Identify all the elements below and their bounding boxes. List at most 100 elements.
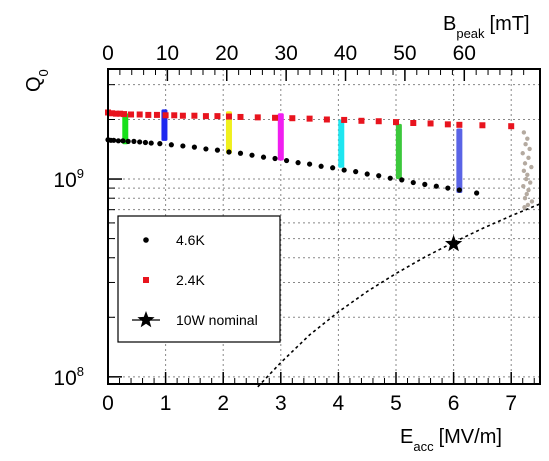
point-4-6k [433, 183, 439, 189]
point-4-6k [307, 161, 313, 167]
y-tick-exponent: 8 [77, 364, 84, 379]
grey-point [521, 130, 527, 135]
nominal-loss-curve [257, 203, 541, 388]
grey-point [520, 151, 525, 156]
point-2-4k [254, 114, 261, 121]
point-2-4k [272, 114, 279, 121]
grey-point [522, 161, 528, 166]
point-2-4k [162, 112, 169, 119]
point-2-4k [427, 120, 434, 127]
point-4-6k [142, 139, 149, 146]
measurement-band [122, 113, 129, 145]
grey-point [522, 205, 527, 210]
grey-point [525, 136, 530, 141]
point-2-4k [323, 116, 330, 123]
y-tick-base: 10 [53, 367, 76, 390]
point-4-6k [272, 155, 278, 162]
point-4-6k [341, 167, 347, 173]
legend-marker-star [137, 311, 155, 328]
top-tick-label: 0 [102, 42, 114, 65]
y-tick-exponent: 9 [77, 166, 84, 181]
x-tick-label: 5 [390, 392, 402, 415]
point-4-6k [237, 150, 244, 156]
point-4-6k [120, 138, 126, 144]
point-2-4k [479, 122, 486, 129]
point-2-4k [393, 119, 399, 126]
measurement-band [225, 111, 232, 154]
vertical-bands-layer [122, 109, 463, 193]
point-4-6k [456, 187, 462, 193]
point-2-4k [456, 121, 463, 128]
point-2-4k [136, 111, 143, 118]
point-2-4k [225, 113, 232, 120]
grey-point [521, 168, 527, 174]
point-4-6k [115, 138, 121, 144]
point-4-6k [283, 157, 290, 164]
x-tick-label: 0 [102, 392, 114, 415]
point-2-4k [214, 113, 221, 120]
point-4-6k [445, 185, 451, 191]
grey-point [526, 187, 531, 193]
point-4-6k [137, 139, 143, 145]
point-10w-nominal [445, 234, 463, 252]
top-tick-label: 40 [334, 42, 357, 65]
point-4-6k [387, 175, 393, 181]
measurement-band [456, 128, 463, 193]
point-2-4k [191, 112, 198, 119]
point-2-4k [289, 115, 296, 122]
grey-point [527, 146, 532, 152]
point-2-4k [128, 111, 135, 118]
top-axis-title: Bpeak [mT] [443, 13, 530, 41]
point-2-4k [145, 111, 152, 118]
point-4-6k [318, 163, 324, 169]
point-2-4k [153, 111, 160, 118]
point-2-4k [341, 116, 348, 123]
data-points-layer [105, 109, 535, 252]
point-2-4k [358, 117, 365, 124]
y-axis-title: Q0 [23, 69, 51, 92]
x-tick-label: 1 [160, 392, 172, 415]
top-tick-label: 50 [393, 42, 416, 65]
point-2-4k [237, 113, 244, 120]
top-tick-label: 10 [156, 42, 179, 65]
point-4-6k [131, 138, 137, 144]
grey-point [529, 164, 534, 170]
top-tick-label: 30 [274, 42, 297, 65]
point-4-6k [353, 169, 359, 175]
point-4-6k [474, 190, 480, 196]
y-tick-base: 10 [53, 169, 76, 192]
point-4-6k [157, 141, 163, 147]
point-4-6k [295, 160, 301, 166]
point-4-6k [260, 154, 267, 160]
grey-point [525, 202, 531, 208]
point-2-4k [306, 115, 313, 122]
point-4-6k [180, 143, 186, 149]
legend-label: 10W nominal [176, 312, 258, 328]
point-4-6k [168, 142, 174, 148]
top-tick-label: 60 [453, 42, 476, 65]
top-tick-label: 20 [215, 42, 238, 65]
point-2-4k [179, 112, 186, 119]
y-tick-label: 109 [53, 166, 84, 192]
x-tick-label: 2 [217, 392, 229, 415]
x-tick-label: 7 [505, 392, 517, 415]
nominal-loss-curve-layer [257, 203, 541, 388]
point-4-6k [422, 181, 428, 187]
point-4-6k [191, 144, 197, 150]
measurement-band [277, 113, 284, 161]
measurement-band [338, 119, 345, 168]
point-2-4k [113, 110, 120, 117]
x-tick-label: 3 [275, 392, 287, 415]
point-4-6k [148, 140, 154, 146]
point-2-4k [121, 111, 128, 118]
plot-frame [107, 68, 541, 385]
point-2-4k [410, 119, 417, 126]
point-4-6k [203, 146, 209, 152]
point-4-6k [330, 165, 336, 171]
x-axis-title: Eacc [MV/m] [400, 426, 502, 454]
point-4-6k [226, 149, 232, 155]
point-2-4k [375, 118, 382, 125]
grey-point [521, 183, 526, 189]
point-4-6k [410, 179, 416, 186]
